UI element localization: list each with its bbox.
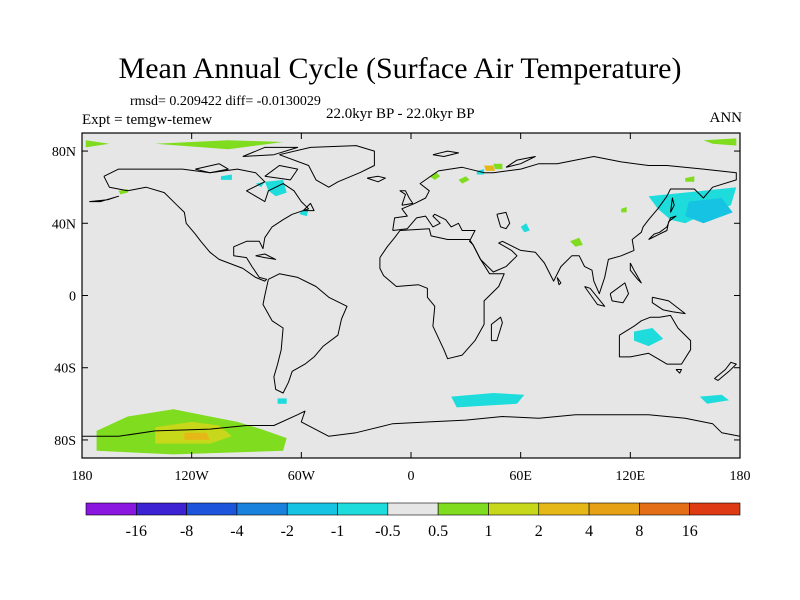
x-tick-label: 0 (408, 469, 415, 484)
coastline-iceland (366, 175, 386, 183)
season-label: ANN (709, 110, 743, 126)
anomaly-indian-negative (520, 223, 530, 233)
coastline-antarctica (82, 410, 740, 437)
anomaly-drake-negative (277, 398, 287, 404)
colorbar-label: 2 (535, 523, 543, 540)
anomaly-russia-strong-positive (484, 165, 496, 171)
coastline-cuba (255, 253, 277, 260)
x-tick-label: 180 (72, 469, 93, 484)
y-tick-label: 40N (52, 217, 76, 232)
coastline-layer (82, 145, 740, 437)
coastline-novaya-zemlya (505, 156, 536, 168)
page-title: Mean Annual Cycle (Surface Air Temperatu… (118, 52, 682, 85)
coastline-sri-lanka (556, 277, 562, 286)
colorbar-swatch (236, 502, 288, 516)
colorbar-swatch (639, 502, 690, 516)
colorbar-swatch (85, 502, 137, 516)
x-tick-label: 180 (730, 469, 751, 484)
colorbar-swatch (538, 502, 590, 516)
y-tick-label: 40S (54, 362, 76, 377)
coastline-south-america (262, 273, 348, 394)
stats-text: rmsd= 0.209422 diff= -0.0130029 (130, 94, 321, 109)
colorbar-label: -1 (331, 523, 344, 540)
period-label: 22.0kyr BP - 22.0kyr BP (326, 106, 475, 122)
coastline-new-zealand (714, 361, 737, 381)
coastline-alaska-islands (89, 195, 120, 203)
colorbar-label: -2 (281, 523, 294, 540)
coastline-ellesmere (242, 146, 299, 157)
anomaly-layer (85, 138, 737, 455)
anomaly-arctic-greenland-positive (155, 140, 284, 150)
colorbar-label: -16 (126, 523, 147, 540)
colorbar-swatch (337, 502, 389, 516)
colorbar-swatch (488, 502, 540, 516)
coastline-japan (648, 215, 677, 240)
coastline-newfoundland (302, 202, 315, 212)
colorbar-label: 8 (635, 523, 643, 540)
map-background (82, 133, 740, 458)
anomaly-antarctic-strong-positive (184, 432, 210, 440)
coastline-baffin (264, 165, 299, 181)
colorbar: -16 -8 -4 -2 -1 -0.5 0.5 1 2 4 8 16 (85, 502, 741, 540)
coastline-tasmania (675, 369, 682, 374)
anomaly-russia-positive (493, 163, 503, 170)
colorbar-swatch (186, 502, 238, 516)
anomaly-pacific-negative (685, 198, 733, 224)
anomaly-central-asia-positive (570, 237, 583, 247)
coastline-eurasia (392, 156, 737, 295)
anomaly-west-pacific-positive (685, 176, 695, 182)
x-tick-label: 60W (288, 469, 316, 484)
x-tick-label: 120W (175, 469, 210, 484)
coastline-svalbard (432, 150, 459, 157)
coastline-victoria-island (195, 163, 229, 174)
colorbar-label: 0.5 (428, 523, 448, 540)
coastline-madagascar (490, 316, 503, 342)
colorbar-label: 1 (484, 523, 492, 540)
anomaly-europe-positive (429, 172, 441, 180)
colorbar-swatch (689, 502, 741, 516)
colorbar-label: 4 (585, 523, 593, 540)
colorbar-swatch (437, 502, 489, 516)
coastline-borneo (609, 282, 629, 304)
colorbar-label: -0.5 (375, 523, 400, 540)
y-tick-label: 80S (54, 434, 76, 449)
anomaly-south-atlantic-negative (451, 393, 525, 408)
y-tick-label: 80N (52, 145, 76, 160)
anomaly-hudson-negative (220, 174, 232, 180)
coastline-africa (379, 228, 505, 360)
coastline-uk (399, 190, 414, 206)
colorbar-label: -8 (180, 523, 193, 540)
experiment-label: Expt = temgw-temew (82, 112, 213, 128)
x-tick-label: 60E (509, 469, 532, 484)
anomaly-europe-positive-2 (458, 176, 470, 184)
y-tick-label: 0 (69, 290, 76, 305)
coastline-north-america (103, 168, 310, 282)
colorbar-swatch (286, 502, 338, 516)
colorbar-swatch (136, 502, 187, 516)
colorbar-swatch (588, 502, 640, 516)
colorbar-label: 16 (682, 523, 698, 540)
anomaly-south-indian-negative (699, 394, 729, 404)
colorbar-swatch (387, 502, 439, 516)
colorbar-label: -4 (230, 523, 243, 540)
anomaly-asia-positive (621, 207, 627, 213)
coastline-greenland (279, 145, 375, 188)
coastline-sakhalin (670, 197, 675, 213)
axis-layer: 180 120W 60W 0 60E 120E 180 80N 40N 0 40S 80S (52, 133, 751, 484)
coastline-philippines (629, 262, 642, 284)
coastline-new-guinea (651, 296, 686, 315)
anomaly-north-atlantic-positive (85, 140, 110, 148)
coastline-sumatra (584, 286, 606, 307)
coastline-caspian-sea (496, 211, 511, 230)
anomaly-east-arctic-positive (703, 138, 737, 146)
x-tick-label: 120E (616, 469, 646, 484)
coastline-australia (618, 314, 692, 365)
anomaly-australia-negative (634, 328, 664, 347)
